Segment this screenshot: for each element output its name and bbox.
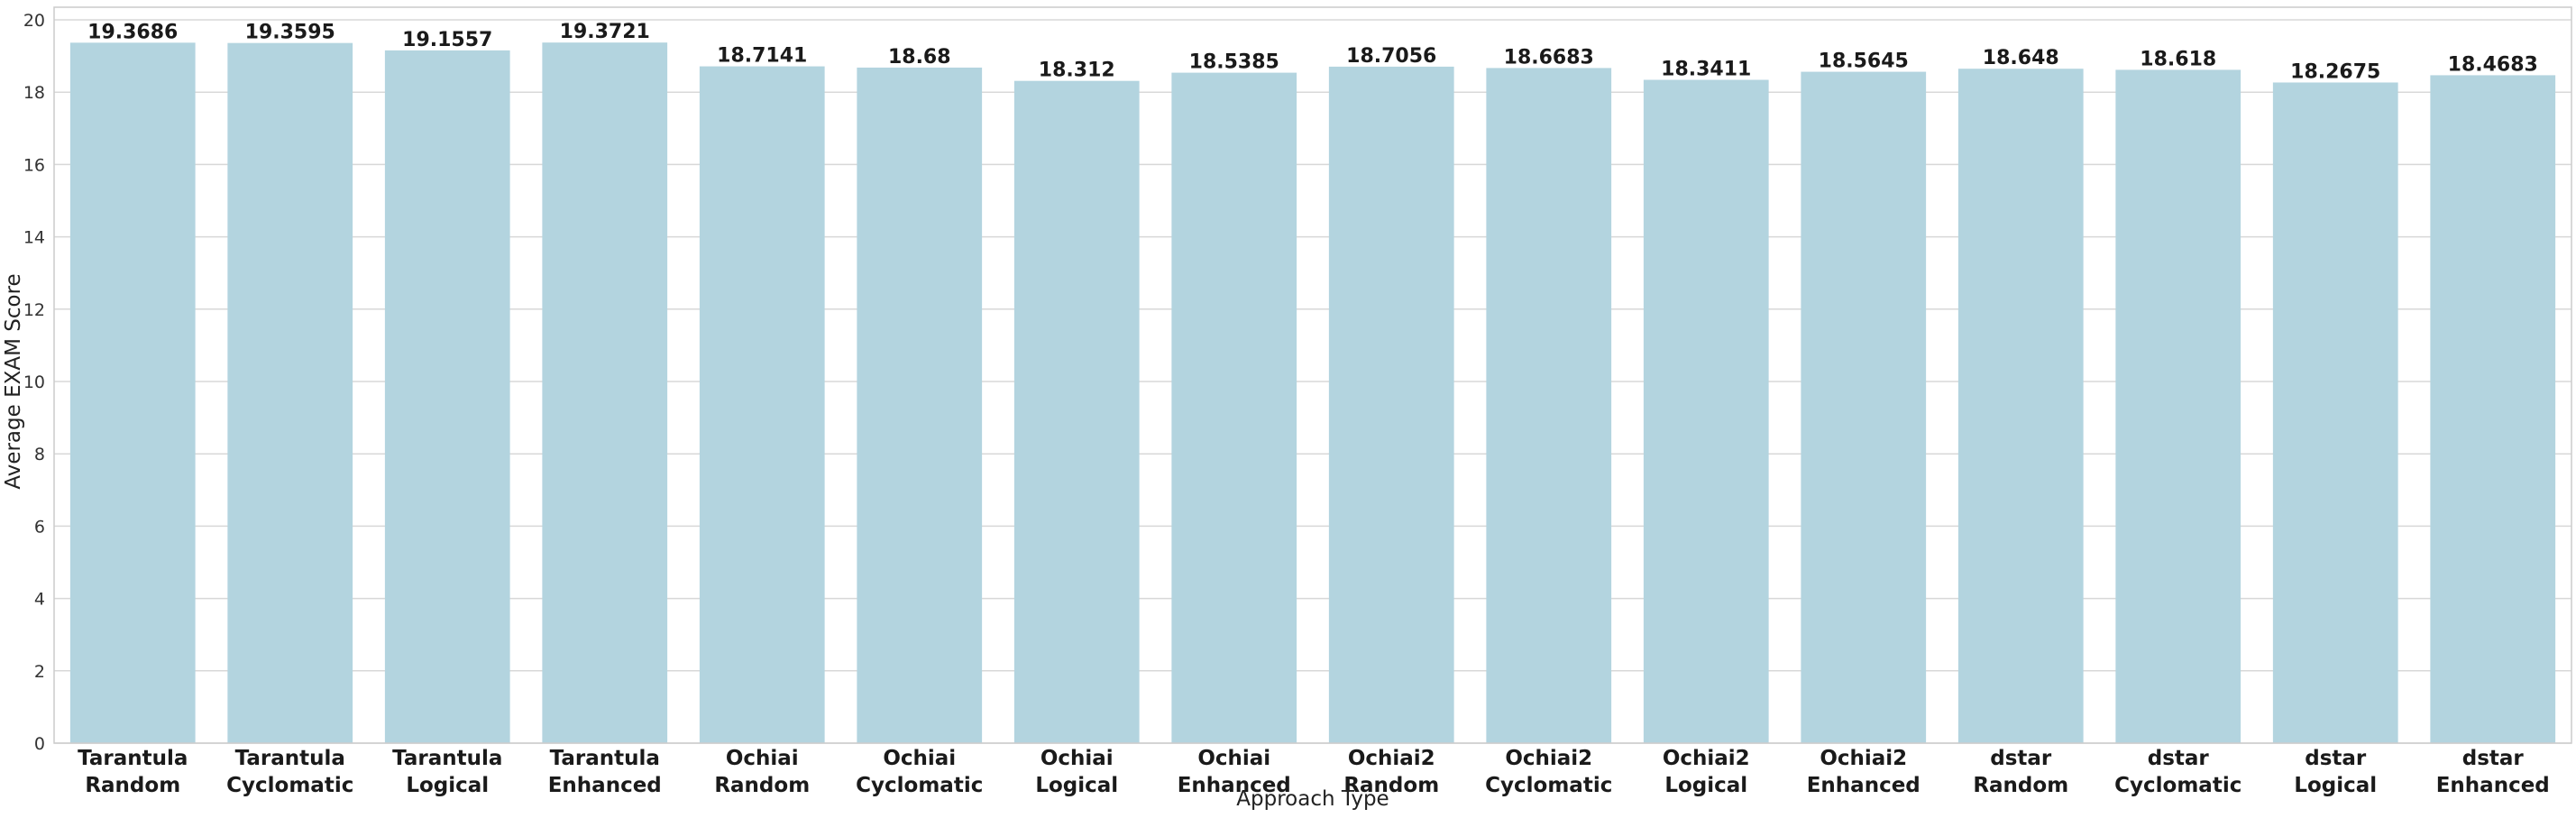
y-tick-label: 2	[34, 662, 45, 682]
x-axis-title: Approach Type	[1236, 787, 1389, 811]
x-tick-label: dstar	[2305, 747, 2367, 770]
x-tick-label: Ochiai2	[1505, 747, 1592, 770]
bar	[1171, 72, 1297, 744]
bar	[2115, 69, 2241, 743]
x-tick-label: Random	[1973, 774, 2068, 797]
x-tick-label: dstar	[1990, 747, 2052, 770]
y-tick-label: 18	[23, 83, 45, 103]
x-tick-label: Cyclomatic	[226, 774, 353, 797]
x-tick-label: Logical	[1664, 774, 1747, 797]
x-tick-label: dstar	[2462, 747, 2525, 770]
x-tick-label: Random	[1343, 774, 1439, 797]
bar	[2272, 82, 2398, 743]
x-tick-label: Random	[85, 774, 180, 797]
y-tick-label: 0	[34, 734, 45, 754]
x-tick-label: Enhanced	[548, 774, 662, 797]
bar	[1013, 80, 1140, 744]
bar	[1486, 68, 1612, 743]
x-tick-label: Logical	[406, 774, 489, 797]
x-tick-label: Ochiai	[883, 747, 956, 770]
y-tick-label: 14	[23, 228, 45, 248]
bar	[69, 42, 196, 743]
bar-value-label: 18.4683	[2448, 53, 2538, 76]
x-tick-label: Tarantula	[78, 747, 188, 770]
bar-value-label: 19.3595	[245, 22, 335, 44]
x-tick-label: Cyclomatic	[2114, 774, 2241, 797]
bar	[699, 66, 825, 744]
x-tick-label: Enhanced	[1178, 774, 1291, 797]
x-tick-label: Tarantula	[235, 747, 345, 770]
x-tick-label: Random	[714, 774, 810, 797]
bar	[227, 42, 353, 743]
y-tick-label: 8	[34, 445, 45, 464]
x-tick-label: Ochiai2	[1663, 747, 1750, 770]
y-axis-title: Average EXAM Score	[2, 273, 25, 489]
y-tick-label: 20	[23, 11, 45, 31]
x-tick-label: Enhanced	[1807, 774, 1921, 797]
y-tick-label: 12	[23, 300, 45, 320]
bar-value-label: 18.648	[1983, 47, 2059, 69]
bar-value-label: 19.3721	[560, 21, 650, 43]
x-tick-label: dstar	[2148, 747, 2210, 770]
bar-value-label: 18.6683	[1504, 46, 1594, 69]
label-layer: 19.3686 19.3595 19.1557 19.3721 18.7141 18.68…	[87, 21, 2538, 83]
bar-value-label: 18.5385	[1189, 51, 1279, 74]
bar-value-label: 18.5645	[1819, 51, 1909, 73]
y-tick-label: 10	[23, 372, 45, 392]
bar	[857, 67, 983, 743]
bar-value-label: 19.3686	[87, 21, 178, 43]
bar-value-label: 18.7141	[717, 45, 807, 68]
bar	[1643, 79, 1769, 743]
bar-value-label: 18.618	[2140, 48, 2216, 70]
bar-value-label: 19.1557	[402, 29, 492, 51]
x-tick-label: Logical	[2294, 774, 2377, 797]
plot-frame	[53, 6, 2572, 744]
x-tick-label: Tarantula	[550, 747, 660, 770]
bar-value-label: 18.312	[1039, 60, 1115, 82]
y-tick-label: 16	[23, 155, 45, 175]
x-tick-label: Logical	[1035, 774, 1118, 797]
x-tick-label: Tarantula	[392, 747, 502, 770]
y-tick-label: 6	[34, 517, 45, 537]
x-tick-label: Cyclomatic	[1485, 774, 1612, 797]
x-tick-label: Ochiai2	[1820, 747, 1907, 770]
x-tick-label: Enhanced	[2436, 774, 2550, 797]
y-tick-label: 4	[34, 590, 45, 610]
bar	[384, 50, 510, 743]
x-tick-label: Ochiai	[1040, 747, 1114, 770]
bar-value-label: 18.3411	[1661, 59, 1751, 81]
bar	[542, 42, 668, 744]
x-tick-label: Ochiai2	[1348, 747, 1435, 770]
bar-value-label: 18.2675	[2290, 60, 2380, 83]
bar-layer	[69, 42, 2556, 744]
y-tick-labels: 0 2 4 6 8 10 12 14 16 18 20	[23, 11, 45, 754]
x-tick-label: Ochiai	[1197, 747, 1270, 770]
x-tick-label: Ochiai	[726, 747, 799, 770]
x-tick-labels: Tarantula Random Tarantula Cyclomatic Tarant…	[78, 747, 2550, 797]
bar	[1801, 71, 1927, 744]
bar	[1957, 69, 2084, 743]
bar-value-label: 18.68	[888, 46, 951, 69]
bar	[1328, 66, 1454, 743]
x-tick-label: Cyclomatic	[856, 774, 983, 797]
bar-value-label: 18.7056	[1346, 45, 1436, 68]
bar	[2430, 75, 2556, 744]
